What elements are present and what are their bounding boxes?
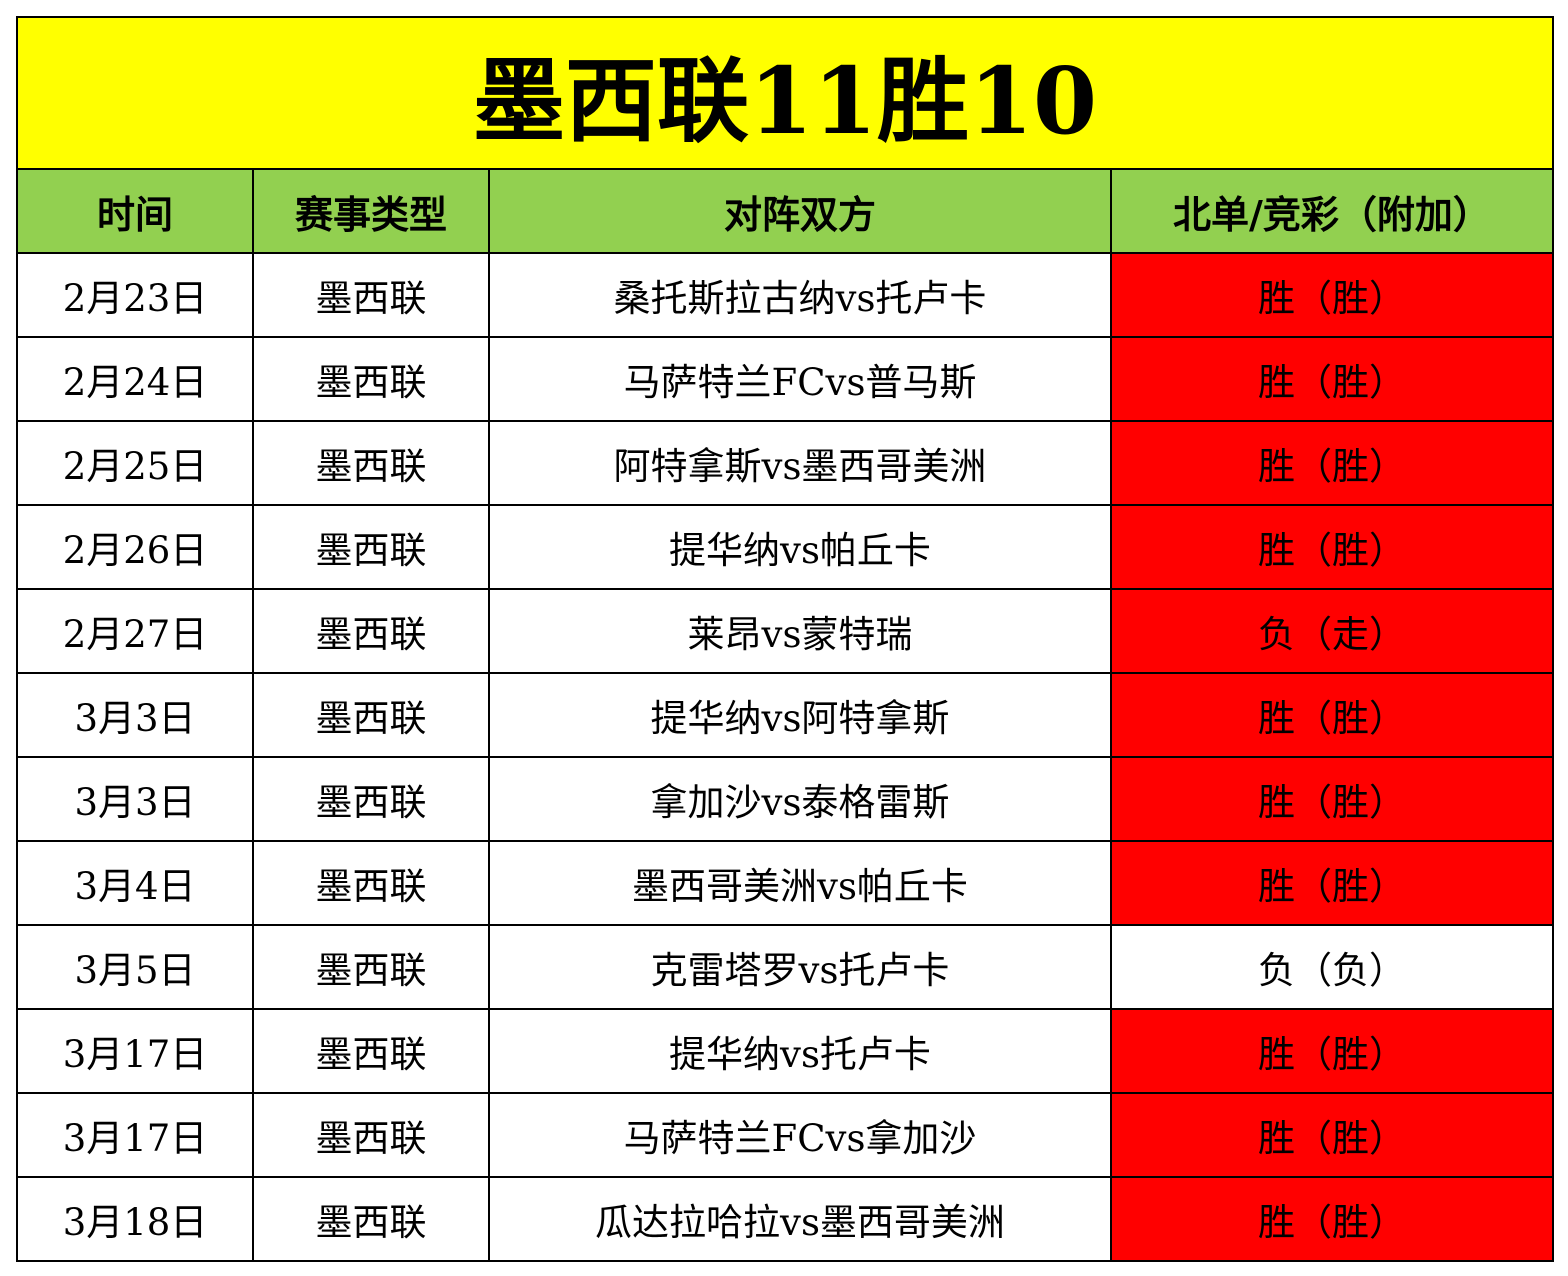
- league-cell: 墨西联: [252, 1092, 490, 1178]
- date-cell: 2月23日: [16, 252, 254, 338]
- league-cell: 墨西联: [252, 420, 490, 506]
- match-cell: 桑托斯拉古纳vs托卢卡: [488, 252, 1112, 338]
- column-header-result: 北单/竞彩（附加）: [1110, 168, 1554, 254]
- column-header-match: 对阵双方: [488, 168, 1112, 254]
- league-cell: 墨西联: [252, 504, 490, 590]
- date-cell: 3月18日: [16, 1176, 254, 1262]
- league-cell: 墨西联: [252, 1008, 490, 1094]
- league-cell: 墨西联: [252, 924, 490, 1010]
- match-cell: 瓜达拉哈拉vs墨西哥美洲: [488, 1176, 1112, 1262]
- league-cell: 墨西联: [252, 252, 490, 338]
- date-cell: 2月27日: [16, 588, 254, 674]
- result-cell: 胜（胜）: [1110, 672, 1554, 758]
- date-cell: 3月4日: [16, 840, 254, 926]
- date-cell: 3月17日: [16, 1092, 254, 1178]
- result-cell: 胜（胜）: [1110, 756, 1554, 842]
- table-row: 2月26日 墨西联 提华纳vs帕丘卡 胜（胜）: [16, 504, 1554, 590]
- date-cell: 2月25日: [16, 420, 254, 506]
- table-row: 3月4日 墨西联 墨西哥美洲vs帕丘卡 胜（胜）: [16, 840, 1554, 926]
- result-cell: 胜（胜）: [1110, 252, 1554, 338]
- date-cell: 3月3日: [16, 672, 254, 758]
- table-row: 3月18日 墨西联 瓜达拉哈拉vs墨西哥美洲 胜（胜）: [16, 1176, 1554, 1262]
- match-cell: 莱昂vs蒙特瑞: [488, 588, 1112, 674]
- match-cell: 克雷塔罗vs托卢卡: [488, 924, 1112, 1010]
- result-cell: 负（走）: [1110, 588, 1554, 674]
- table-row: 2月23日 墨西联 桑托斯拉古纳vs托卢卡 胜（胜）: [16, 252, 1554, 338]
- title-row: 墨西联11胜10: [16, 16, 1554, 170]
- date-cell: 3月3日: [16, 756, 254, 842]
- match-cell: 提华纳vs托卢卡: [488, 1008, 1112, 1094]
- table-body: 墨西联11胜10 时间 赛事类型 对阵双方 北单/竞彩（附加） 2月23日 墨西联…: [16, 16, 1554, 1262]
- table-title: 墨西联11胜10: [16, 16, 1554, 170]
- league-cell: 墨西联: [252, 336, 490, 422]
- result-cell: 胜（胜）: [1110, 1008, 1554, 1094]
- league-cell: 墨西联: [252, 672, 490, 758]
- date-cell: 3月5日: [16, 924, 254, 1010]
- match-cell: 拿加沙vs泰格雷斯: [488, 756, 1112, 842]
- match-cell: 马萨特兰FCvs拿加沙: [488, 1092, 1112, 1178]
- date-cell: 3月17日: [16, 1008, 254, 1094]
- match-cell: 提华纳vs阿特拿斯: [488, 672, 1112, 758]
- league-cell: 墨西联: [252, 1176, 490, 1262]
- result-cell: 胜（胜）: [1110, 1176, 1554, 1262]
- league-cell: 墨西联: [252, 756, 490, 842]
- table-row: 3月3日 墨西联 提华纳vs阿特拿斯 胜（胜）: [16, 672, 1554, 758]
- header-row: 时间 赛事类型 对阵双方 北单/竞彩（附加）: [16, 168, 1554, 254]
- table-row: 2月24日 墨西联 马萨特兰FCvs普马斯 胜（胜）: [16, 336, 1554, 422]
- match-cell: 提华纳vs帕丘卡: [488, 504, 1112, 590]
- result-cell: 胜（胜）: [1110, 840, 1554, 926]
- match-cell: 墨西哥美洲vs帕丘卡: [488, 840, 1112, 926]
- league-cell: 墨西联: [252, 840, 490, 926]
- table-row: 3月17日 墨西联 提华纳vs托卢卡 胜（胜）: [16, 1008, 1554, 1094]
- result-cell: 胜（胜）: [1110, 420, 1554, 506]
- date-cell: 2月26日: [16, 504, 254, 590]
- match-cell: 阿特拿斯vs墨西哥美洲: [488, 420, 1112, 506]
- column-header-time: 时间: [16, 168, 254, 254]
- result-cell: 胜（胜）: [1110, 1092, 1554, 1178]
- table-row: 3月5日 墨西联 克雷塔罗vs托卢卡 负（负）: [16, 924, 1554, 1010]
- result-cell: 负（负）: [1110, 924, 1554, 1010]
- column-header-league: 赛事类型: [252, 168, 490, 254]
- results-table: 墨西联11胜10 时间 赛事类型 对阵双方 北单/竞彩（附加） 2月23日 墨西联…: [16, 16, 1554, 1262]
- result-cell: 胜（胜）: [1110, 336, 1554, 422]
- table-row: 3月3日 墨西联 拿加沙vs泰格雷斯 胜（胜）: [16, 756, 1554, 842]
- date-cell: 2月24日: [16, 336, 254, 422]
- result-cell: 胜（胜）: [1110, 504, 1554, 590]
- match-cell: 马萨特兰FCvs普马斯: [488, 336, 1112, 422]
- table-row: 2月25日 墨西联 阿特拿斯vs墨西哥美洲 胜（胜）: [16, 420, 1554, 506]
- table-row: 2月27日 墨西联 莱昂vs蒙特瑞 负（走）: [16, 588, 1554, 674]
- table-row: 3月17日 墨西联 马萨特兰FCvs拿加沙 胜（胜）: [16, 1092, 1554, 1178]
- league-cell: 墨西联: [252, 588, 490, 674]
